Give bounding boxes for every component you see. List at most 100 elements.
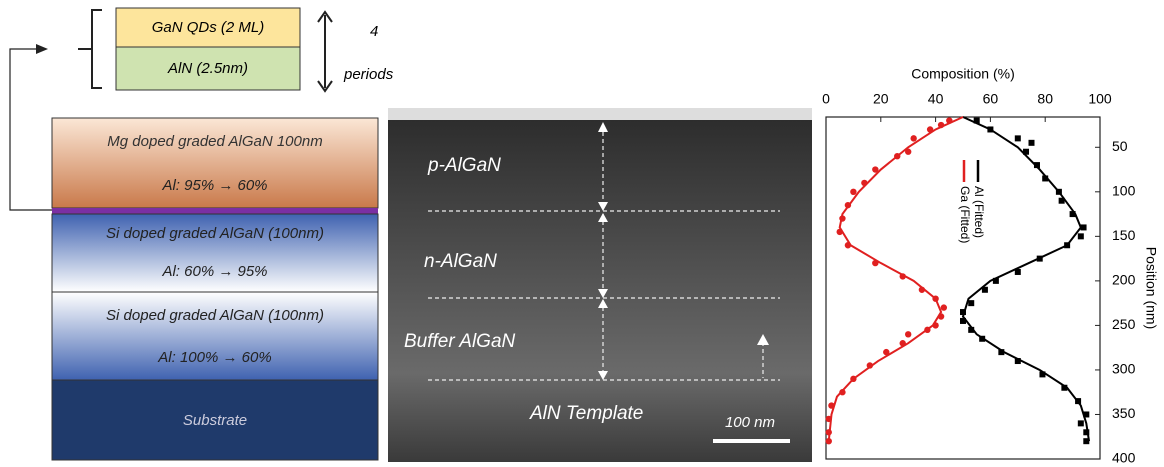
- point: [826, 416, 832, 422]
- x-tick-label: 20: [873, 91, 889, 107]
- point: [850, 376, 856, 382]
- point: [905, 331, 911, 337]
- point: [845, 242, 851, 248]
- point: [987, 126, 993, 132]
- point: [826, 438, 832, 444]
- tem-surface: [388, 108, 812, 120]
- point: [845, 202, 851, 208]
- point: [850, 189, 856, 195]
- point: [941, 304, 947, 310]
- tem-label: AlN Template: [529, 403, 643, 424]
- legend-label: Ga (Fitted): [958, 186, 972, 243]
- scale-label: 100 nm: [725, 414, 775, 431]
- point: [946, 117, 952, 123]
- connector: [10, 49, 52, 210]
- point: [867, 362, 873, 368]
- point: [968, 327, 974, 333]
- bracket: [78, 10, 102, 88]
- point: [968, 300, 974, 306]
- layer-name: Si doped graded AlGaN (100nm): [106, 225, 324, 242]
- y-tick-label: 350: [1112, 405, 1136, 421]
- mg-layer: [52, 118, 378, 208]
- y-tick-label: 50: [1112, 138, 1128, 154]
- layer-diagram: GaN QDs (2 ML) AlN (2.5nm) 4 periods Mg …: [10, 8, 394, 460]
- point: [1064, 242, 1070, 248]
- point: [1083, 438, 1089, 444]
- y-tick-label: 150: [1112, 227, 1136, 243]
- point: [900, 340, 906, 346]
- point: [932, 322, 938, 328]
- x-tick-label: 60: [983, 91, 999, 107]
- point: [1056, 189, 1062, 195]
- point: [883, 349, 889, 355]
- point: [828, 402, 834, 408]
- point: [1039, 371, 1045, 377]
- layer-al: Al: 100% → 60%: [157, 349, 271, 366]
- x-tick-label: 80: [1037, 91, 1053, 107]
- x-tick-label: 0: [822, 91, 830, 107]
- period-text: periods: [343, 66, 394, 83]
- point: [1070, 211, 1076, 217]
- point: [1059, 198, 1065, 204]
- point: [861, 180, 867, 186]
- point: [1042, 175, 1048, 181]
- point: [924, 327, 930, 333]
- point: [839, 215, 845, 221]
- point: [998, 349, 1004, 355]
- period-arrow: [318, 12, 332, 91]
- tem-label: Buffer AlGaN: [404, 331, 516, 352]
- point: [826, 429, 832, 435]
- layer-name: Mg doped graded AlGaN 100nm: [107, 133, 322, 150]
- tem-label: n-AlGaN: [424, 251, 497, 272]
- point: [900, 273, 906, 279]
- qd-stack: [52, 208, 378, 214]
- tem-label: p-AlGaN: [427, 155, 501, 176]
- point: [1015, 269, 1021, 275]
- point: [979, 336, 985, 342]
- point: [910, 135, 916, 141]
- point: [1081, 224, 1087, 230]
- y-tick-label: 100: [1112, 183, 1136, 199]
- point: [993, 278, 999, 284]
- point: [919, 287, 925, 293]
- x-tick-label: 100: [1088, 91, 1112, 107]
- layer-name: Si doped graded AlGaN (100nm): [106, 307, 324, 324]
- point: [960, 309, 966, 315]
- point: [1029, 140, 1035, 146]
- y-tick-label: 250: [1112, 316, 1136, 332]
- point: [894, 153, 900, 159]
- substrate-text: Substrate: [183, 412, 247, 429]
- period-count: 4: [370, 23, 378, 40]
- point: [1083, 429, 1089, 435]
- point: [1015, 358, 1021, 364]
- figure-svg: GaN QDs (2 ML) AlN (2.5nm) 4 periods Mg …: [0, 0, 1164, 467]
- point: [839, 389, 845, 395]
- point: [1083, 411, 1089, 417]
- point: [938, 313, 944, 319]
- si-layer: [52, 292, 378, 380]
- point: [872, 260, 878, 266]
- point: [1078, 420, 1084, 426]
- qd-text: GaN QDs (2 ML): [152, 19, 265, 36]
- point: [1075, 398, 1081, 404]
- point: [1023, 149, 1029, 155]
- point: [932, 295, 938, 301]
- point: [1061, 385, 1067, 391]
- y-axis-label: Position (nm): [1143, 247, 1159, 329]
- point: [1037, 256, 1043, 262]
- point: [960, 318, 966, 324]
- point: [982, 287, 988, 293]
- point: [837, 229, 843, 235]
- point: [938, 122, 944, 128]
- y-tick-label: 400: [1112, 450, 1136, 466]
- legend-label: Al (Fitted): [972, 186, 986, 238]
- figure: GaN QDs (2 ML) AlN (2.5nm) 4 periods Mg …: [0, 0, 1164, 467]
- scale-bar: [713, 439, 790, 443]
- point: [905, 149, 911, 155]
- point: [1034, 162, 1040, 168]
- layer-al: Al: 60% → 95%: [161, 263, 267, 280]
- fit-line: [829, 117, 963, 441]
- point: [974, 118, 980, 124]
- layer-al: Al: 95% → 60%: [161, 177, 267, 194]
